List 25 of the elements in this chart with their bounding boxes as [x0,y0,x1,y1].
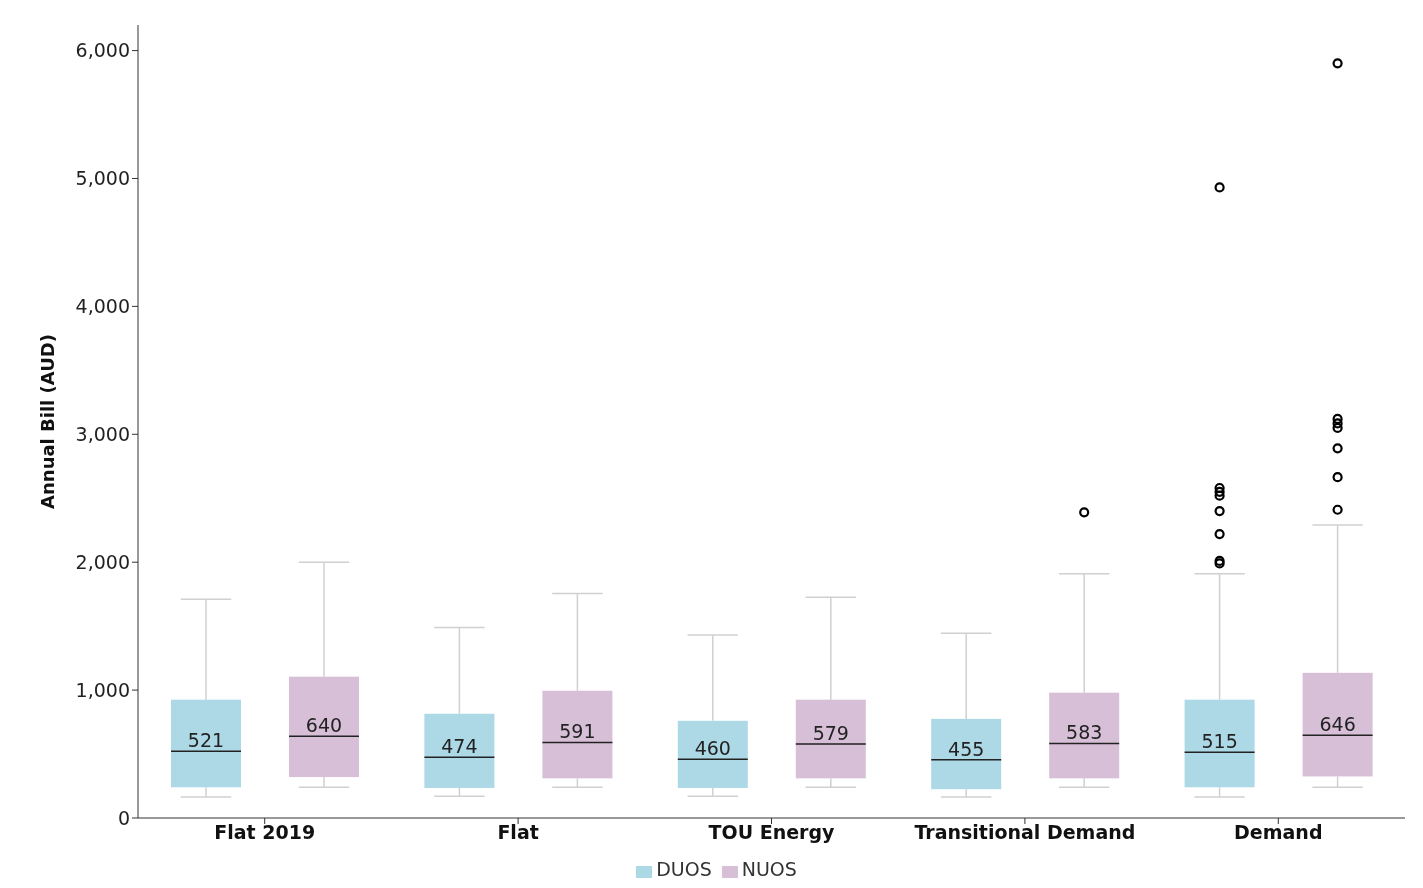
x-tick-label: Flat 2019 [214,821,316,844]
text: 521 [187,729,225,752]
x-tick-label: TOU Energy [708,821,836,844]
text: 460 [694,737,731,760]
y-tick-label: 3,000 [75,423,130,446]
text: 455 [948,737,985,760]
y-tick-label: 2,000 [75,550,130,573]
text: 646 [1319,713,1356,736]
legend-label: NUOS [741,858,797,880]
y-axis-title: Annual Bill (AUD) [37,334,59,509]
y-tick-label: 5,000 [75,167,130,190]
x-tick-label: Flat [497,821,539,844]
y-tick-label: 6,000 [75,39,130,62]
text: 640 [305,714,343,737]
legend-label: DUOS [656,858,712,880]
y-tick-label: 1,000 [75,678,130,701]
text: 591 [559,720,596,743]
y-tick-label: 0 [117,806,130,829]
x-tick-label: Demand [1234,821,1323,844]
y-tick-label: 4,000 [75,295,130,318]
text: 474 [441,735,478,758]
text: 515 [1201,730,1238,753]
x-tick-label: Transitional Demand [914,821,1136,844]
text: 579 [812,721,849,744]
text: 583 [1066,721,1103,744]
